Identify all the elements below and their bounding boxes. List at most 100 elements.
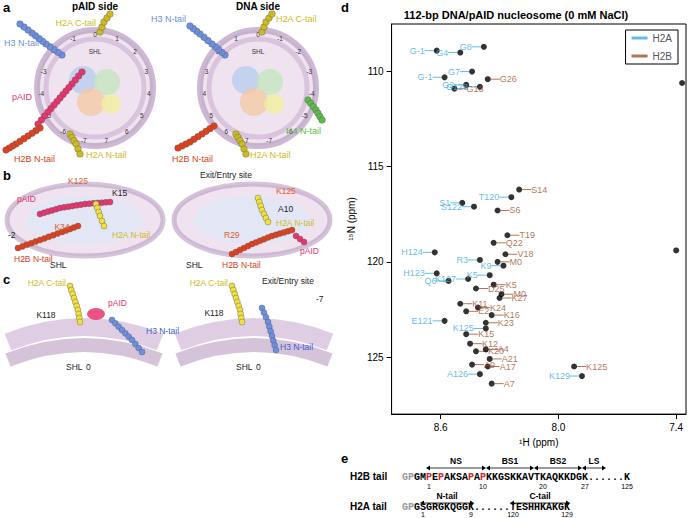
svg-text:3: 3: [145, 68, 149, 75]
svg-text:SHL: SHL: [236, 362, 253, 372]
svg-text:-1: -1: [277, 35, 283, 42]
svg-text:10: 10: [479, 483, 487, 490]
svg-text:8.0: 8.0: [551, 422, 565, 433]
svg-text:H3 N-tail: H3 N-tail: [280, 342, 313, 352]
svg-text:4: 4: [147, 90, 151, 97]
svg-text:6: 6: [224, 128, 228, 135]
svg-text:H2A: H2A: [653, 33, 673, 44]
svg-text:H3 N-tail: H3 N-tail: [4, 38, 39, 48]
svg-text:H2B: H2B: [653, 51, 673, 62]
svg-text:d: d: [341, 0, 349, 15]
svg-text:125: 125: [621, 483, 633, 490]
svg-text:G8: G8: [460, 42, 472, 52]
svg-text:129: 129: [561, 511, 573, 518]
svg-text:SHL: SHL: [66, 362, 83, 372]
svg-text:-4: -4: [309, 90, 315, 97]
svg-text:5: 5: [209, 112, 213, 119]
svg-text:K118: K118: [204, 308, 223, 318]
svg-text:K27: K27: [512, 293, 528, 303]
svg-text:SHL: SHL: [252, 48, 265, 55]
svg-text:A17: A17: [500, 362, 516, 372]
svg-text:pAID: pAID: [12, 92, 33, 102]
svg-text:H2A C-tail: H2A C-tail: [55, 18, 96, 28]
svg-text:H2A C-tail: H2A C-tail: [28, 278, 66, 288]
svg-text:N-tail: N-tail: [436, 491, 457, 501]
svg-text:R29: R29: [224, 230, 240, 240]
svg-text:E121: E121: [412, 316, 433, 326]
svg-text:pAID: pAID: [17, 194, 36, 204]
svg-text:H2A N-tail: H2A N-tail: [86, 150, 127, 160]
svg-text:120: 120: [507, 511, 519, 518]
svg-text:-6: -6: [60, 128, 66, 135]
svg-text:G-1: G-1: [418, 72, 433, 82]
svg-text:-4: -4: [38, 90, 44, 97]
svg-text:0: 0: [256, 362, 261, 372]
svg-text:SHL: SHL: [50, 260, 67, 270]
svg-text:b: b: [3, 168, 11, 183]
svg-text:¹⁵N (ppm): ¹⁵N (ppm): [346, 197, 357, 241]
svg-text:K9: K9: [480, 261, 491, 271]
svg-text:7: 7: [245, 137, 249, 144]
svg-text:-7: -7: [316, 294, 324, 304]
svg-text:G4: G4: [436, 48, 448, 58]
svg-text:H2B tail: H2B tail: [350, 471, 387, 482]
svg-text:H2B N-tail: H2B N-tail: [14, 254, 53, 264]
svg-text:K125: K125: [453, 323, 474, 333]
svg-text:1: 1: [234, 35, 238, 42]
svg-text:Exit/Entry site: Exit/Entry site: [262, 276, 314, 286]
svg-text:pAID: pAID: [108, 298, 127, 308]
svg-text:DNA side: DNA side: [236, 1, 281, 12]
svg-text:E2: E2: [478, 306, 489, 316]
svg-text:LS: LS: [589, 456, 600, 466]
svg-text:-3: -3: [306, 68, 312, 75]
svg-text:112-bp DNA/pAID nucleosome (0: 112-bp DNA/pAID nucleosome (0 mM NaCl): [404, 9, 629, 21]
svg-text:C-tail: C-tail: [529, 491, 550, 501]
svg-text:-2: -2: [295, 48, 301, 55]
svg-text:A10: A10: [278, 204, 293, 214]
svg-text:-7: -7: [81, 137, 87, 144]
svg-text:H3 N-tail: H3 N-tail: [146, 326, 179, 336]
svg-text:20: 20: [539, 483, 547, 490]
svg-text:8.6: 8.6: [434, 422, 448, 433]
svg-text:S14: S14: [531, 185, 547, 195]
svg-text:G13: G13: [466, 84, 483, 94]
svg-text:H2A N-tail: H2A N-tail: [250, 150, 291, 160]
svg-text:H123: H123: [403, 268, 425, 278]
svg-text:2: 2: [133, 48, 137, 55]
svg-text:BS1: BS1: [502, 456, 519, 466]
svg-text:-1: -1: [70, 35, 76, 42]
svg-text:K125: K125: [68, 176, 88, 186]
svg-text:K: K: [624, 472, 630, 483]
svg-text:pAID side: pAID side: [72, 1, 119, 12]
svg-text:G-1: G-1: [410, 46, 425, 56]
svg-text:S6: S6: [510, 205, 521, 215]
svg-text:115: 115: [368, 161, 384, 172]
svg-text:1: 1: [427, 483, 431, 490]
svg-text:Exit/Entry site: Exit/Entry site: [200, 170, 252, 180]
svg-text:BS2: BS2: [550, 456, 567, 466]
svg-text:5: 5: [140, 112, 144, 119]
svg-text:A126: A126: [447, 369, 468, 379]
svg-text:K5: K5: [467, 270, 478, 280]
svg-text:K118: K118: [36, 310, 55, 320]
svg-text:SHL: SHL: [186, 260, 203, 270]
svg-text:6: 6: [125, 128, 129, 135]
svg-text:T120: T120: [479, 192, 500, 202]
svg-text:27: 27: [581, 483, 589, 490]
svg-text:e: e: [341, 451, 348, 466]
svg-text:Q22: Q22: [506, 238, 523, 248]
svg-text:c: c: [3, 272, 10, 287]
svg-text:NS: NS: [450, 456, 462, 466]
svg-text:-7: -7: [266, 137, 272, 144]
svg-text:-2: -2: [8, 230, 16, 240]
svg-text:7: 7: [104, 137, 108, 144]
svg-text:H2B N-tail: H2B N-tail: [172, 154, 213, 164]
svg-text:H2A C-tail: H2A C-tail: [190, 278, 228, 288]
svg-text:G26: G26: [500, 74, 517, 84]
svg-text:K15: K15: [112, 188, 127, 198]
svg-text:H2B N-tail: H2B N-tail: [14, 154, 55, 164]
svg-text:H4 N-tail: H4 N-tail: [286, 126, 321, 136]
svg-text:K129: K129: [549, 371, 570, 381]
svg-text:K34: K34: [54, 222, 69, 232]
svg-text:H2A C-tail: H2A C-tail: [276, 14, 317, 24]
